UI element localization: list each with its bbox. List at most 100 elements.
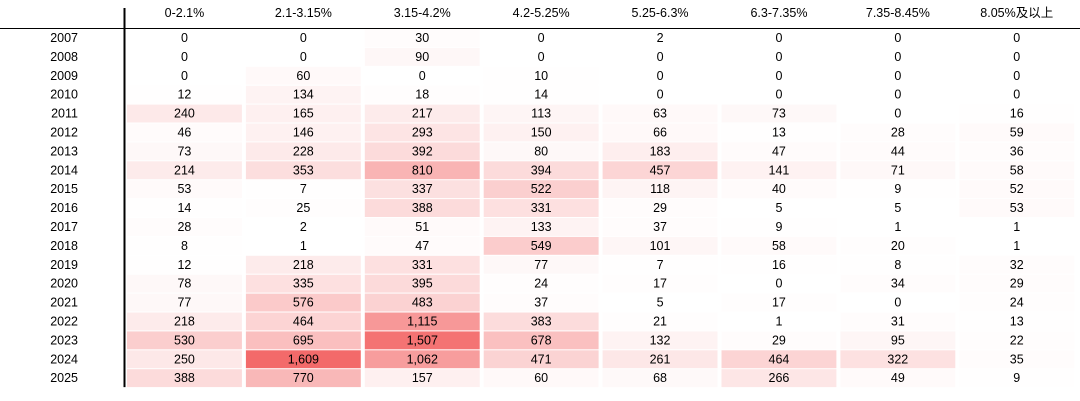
cell-value: 0 [300, 31, 307, 45]
cell-value: 549 [531, 239, 552, 253]
heatmap-cell [959, 142, 1075, 161]
cell-value: 73 [772, 107, 786, 121]
column-header: 3.15-4.2% [394, 6, 451, 20]
heatmap-cell [721, 47, 837, 66]
cell-value: 522 [531, 182, 552, 196]
cell-value: 30 [415, 31, 429, 45]
cell-value: 8 [181, 239, 188, 253]
heatmap-cell [959, 123, 1075, 142]
cell-value: 132 [650, 333, 671, 347]
cell-value: 261 [650, 352, 671, 366]
cell-value: 150 [531, 125, 552, 139]
heatmap-cell [959, 161, 1075, 180]
heatmap-cell [840, 350, 956, 369]
cell-value: 46 [177, 125, 191, 139]
heatmap-cell [959, 85, 1075, 104]
row-label: 2019 [50, 258, 78, 272]
cell-value: 21 [653, 314, 667, 328]
heatmap-cell [245, 199, 361, 217]
heatmap-cell [840, 66, 956, 85]
cell-value: 51 [415, 220, 429, 234]
cell-value: 383 [531, 314, 552, 328]
cell-value: 250 [174, 352, 195, 366]
cell-value: 28 [177, 220, 191, 234]
cell-value: 0 [181, 50, 188, 64]
heatmap-cell [483, 123, 599, 142]
heatmap-cell [364, 331, 480, 350]
cell-value: 2 [300, 220, 307, 234]
cell-value: 1 [1013, 220, 1020, 234]
cell-value: 464 [769, 352, 790, 366]
heatmap-cell [721, 236, 837, 255]
heatmap-cell [245, 85, 361, 104]
heatmap-cell [840, 85, 956, 104]
heatmap-cell [245, 369, 361, 388]
heatmap-cell [959, 350, 1075, 369]
cell-value: 1,115 [407, 314, 437, 328]
heatmap-cell [245, 180, 361, 199]
heatmap-cell [840, 180, 956, 199]
heatmap-cell [602, 29, 718, 47]
cell-value: 0 [775, 50, 782, 64]
heatmap-cell [364, 236, 480, 255]
heatmap-cell [602, 293, 718, 312]
cell-value: 53 [177, 182, 191, 196]
cell-value: 1 [1013, 239, 1020, 253]
cell-value: 1,507 [407, 333, 438, 347]
heatmap-cell [364, 218, 480, 236]
heatmap-cell [127, 47, 242, 66]
heatmap-cell [602, 104, 718, 123]
heatmap-cell [602, 255, 718, 274]
heatmap-cell [602, 123, 718, 142]
heatmap-cell [602, 312, 718, 331]
cell-value: 35 [1010, 352, 1024, 366]
cell-value: 1 [775, 314, 782, 328]
heatmap-cell [364, 85, 480, 104]
cell-value: 0 [300, 50, 307, 64]
heatmap-cell [959, 236, 1075, 255]
cell-value: 576 [293, 296, 314, 310]
heatmap-cell [245, 236, 361, 255]
heatmap-cell [245, 47, 361, 66]
cell-value: 5 [775, 201, 782, 215]
heatmap-cell [602, 85, 718, 104]
cell-value: 60 [534, 371, 548, 385]
heatmap-cell [840, 255, 956, 274]
cell-value: 37 [653, 220, 667, 234]
cell-value: 16 [1010, 107, 1024, 121]
heatmap-cell [602, 274, 718, 293]
heatmap-cell [721, 104, 837, 123]
heatmap-cell [959, 29, 1075, 47]
heatmap-cell [364, 29, 480, 47]
cell-value: 25 [296, 201, 310, 215]
heatmap-cell [245, 255, 361, 274]
cell-value: 331 [531, 201, 552, 215]
cell-value: 335 [293, 277, 314, 291]
cell-value: 0 [181, 69, 188, 83]
heatmap-cell [364, 142, 480, 161]
heatmap-cell [127, 104, 242, 123]
cell-value: 157 [412, 371, 433, 385]
row-label: 2010 [50, 88, 78, 102]
cell-value: 395 [412, 277, 433, 291]
cell-value: 47 [415, 239, 429, 253]
heatmap-cell [721, 29, 837, 47]
cell-value: 471 [531, 352, 552, 366]
heatmap-cell [840, 293, 956, 312]
cell-value: 322 [887, 352, 908, 366]
heatmap-cell [245, 331, 361, 350]
cell-value: 7 [657, 258, 664, 272]
heatmap-cell [602, 350, 718, 369]
heatmap-cell [127, 255, 242, 274]
cell-value: 14 [177, 201, 191, 215]
heatmap-cell [602, 66, 718, 85]
heatmap-cell [959, 312, 1075, 331]
cell-value: 0 [775, 88, 782, 102]
heatmap-cell [483, 29, 599, 47]
column-header: 6.3-7.35% [750, 6, 807, 20]
cell-value: 37 [534, 296, 548, 310]
cell-value: 266 [769, 371, 790, 385]
cell-value: 73 [177, 144, 191, 158]
heatmap-cell [602, 331, 718, 350]
cell-value: 68 [653, 371, 667, 385]
